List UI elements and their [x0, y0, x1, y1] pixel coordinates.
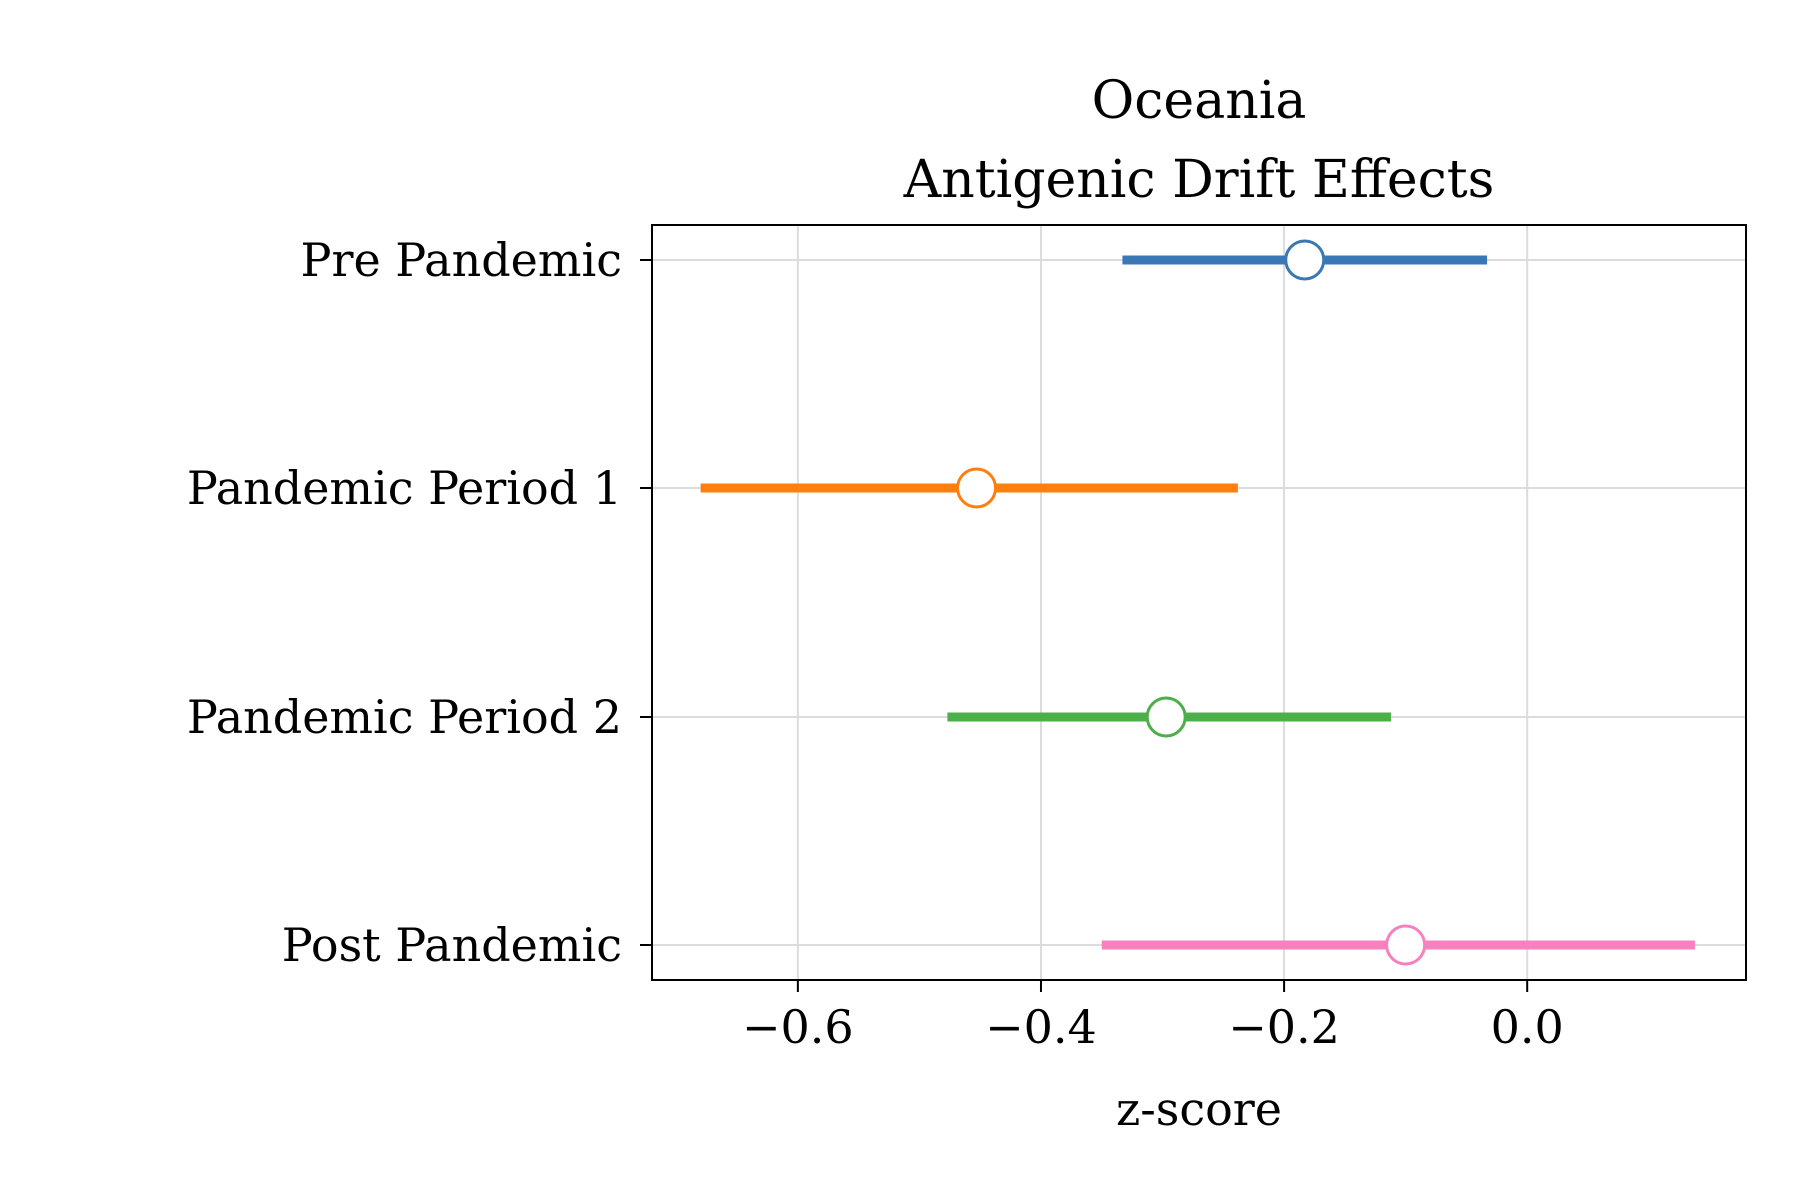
y-tick-label: Post Pandemic [282, 918, 622, 972]
chart-title-line-1: Oceania [1092, 71, 1307, 131]
point-estimate [1145, 696, 1187, 738]
y-tick-label: Pandemic Period 2 [187, 690, 622, 744]
plot-frame [651, 224, 1747, 981]
y-tick-label: Pandemic Period 1 [187, 461, 622, 515]
point-estimate [1284, 239, 1326, 281]
x-tick-label: −0.2 [1228, 1000, 1340, 1054]
y-tick-label: Pre Pandemic [301, 233, 622, 287]
x-tick-label: 0.0 [1491, 1000, 1564, 1054]
chart-title-line-2: Antigenic Drift Effects [903, 150, 1495, 210]
point-estimate [956, 467, 998, 509]
grid-lines [652, 225, 1746, 980]
x-tick-label: −0.6 [742, 1000, 854, 1054]
x-tick-label: −0.4 [985, 1000, 1097, 1054]
x-axis-label: z-score [1116, 1082, 1282, 1136]
estimate-series [700, 239, 1695, 966]
axis-ticks: −0.6 −0.4 −0.2 0.0 Pre Pandemic Pandemic Peri… [187, 233, 1564, 1054]
point-estimate [1385, 924, 1427, 966]
